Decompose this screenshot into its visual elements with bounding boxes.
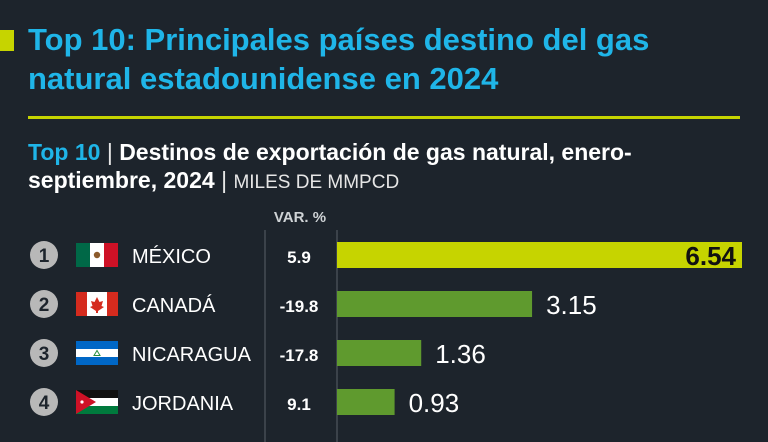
maple-leaf-icon bbox=[90, 297, 104, 313]
rank-circle bbox=[30, 290, 58, 318]
canada-flag-icon bbox=[76, 292, 118, 316]
page-title: Top 10: Principales países destino del g… bbox=[28, 22, 650, 96]
title-divider bbox=[28, 116, 740, 119]
value-label: 1.36 bbox=[435, 339, 486, 369]
flag-stripe bbox=[76, 390, 118, 398]
rank-circle bbox=[30, 339, 58, 367]
var-column-header: VAR. % bbox=[273, 209, 327, 226]
flag-stripe bbox=[76, 292, 87, 316]
rank-circle bbox=[30, 388, 58, 416]
rank-number: 2 bbox=[39, 295, 50, 316]
rank-badge: 2 bbox=[30, 290, 58, 318]
var-pct-label: 5.9 bbox=[287, 248, 311, 267]
flag-stripe bbox=[76, 243, 90, 267]
flag-stripe bbox=[76, 349, 118, 357]
flag-star bbox=[80, 400, 84, 404]
mexico-flag-icon bbox=[76, 243, 118, 267]
accent-marker bbox=[0, 30, 14, 51]
country-label: JORDANIA bbox=[132, 393, 234, 415]
bar bbox=[337, 291, 533, 317]
var-pct-label: -17.8 bbox=[280, 346, 319, 365]
value-label: 3.15 bbox=[546, 290, 597, 320]
value-label: 6.54 bbox=[685, 241, 736, 271]
bar bbox=[337, 389, 395, 415]
rank-circle bbox=[30, 241, 58, 269]
rank-number: 4 bbox=[39, 393, 50, 414]
subtitle-separator: | bbox=[221, 167, 228, 193]
country-label: MÉXICO bbox=[132, 245, 211, 268]
var-pct-label: -19.8 bbox=[280, 297, 319, 316]
flag-stripe bbox=[107, 292, 118, 316]
flag-triangle bbox=[76, 390, 96, 414]
flag-stripe bbox=[76, 406, 118, 414]
rank-number: 1 bbox=[39, 246, 50, 267]
country-label: NICARAGUA bbox=[132, 344, 252, 366]
flag-stripe bbox=[76, 341, 118, 349]
var-pct-label: 9.1 bbox=[287, 395, 311, 414]
bar bbox=[337, 242, 742, 268]
flag-emblem bbox=[93, 251, 101, 259]
subtitle-unit: MILES DE MMPCD bbox=[233, 172, 400, 193]
jordan-flag-icon bbox=[76, 390, 118, 414]
subtitle-lead: Top 10 bbox=[28, 139, 101, 165]
flag-stripe bbox=[76, 398, 118, 406]
flag-stripe bbox=[104, 243, 118, 267]
flag-stripe bbox=[76, 357, 118, 365]
bar bbox=[337, 340, 422, 366]
chart-subtitle: Top 10 | Destinos de exportación de gas … bbox=[28, 138, 748, 197]
rank-badge: 1 bbox=[30, 241, 58, 269]
subtitle-main: Destinos de exportación de gas natural, … bbox=[28, 139, 632, 193]
rank-badge: 4 bbox=[30, 388, 58, 416]
rank-number: 3 bbox=[39, 344, 50, 365]
value-label: 0.93 bbox=[409, 388, 460, 418]
subtitle-separator: | bbox=[106, 139, 113, 165]
country-label: CANADÁ bbox=[132, 294, 216, 317]
nicaragua-flag-icon bbox=[76, 341, 118, 365]
rank-badge: 3 bbox=[30, 339, 58, 367]
flag-emblem bbox=[93, 349, 101, 356]
